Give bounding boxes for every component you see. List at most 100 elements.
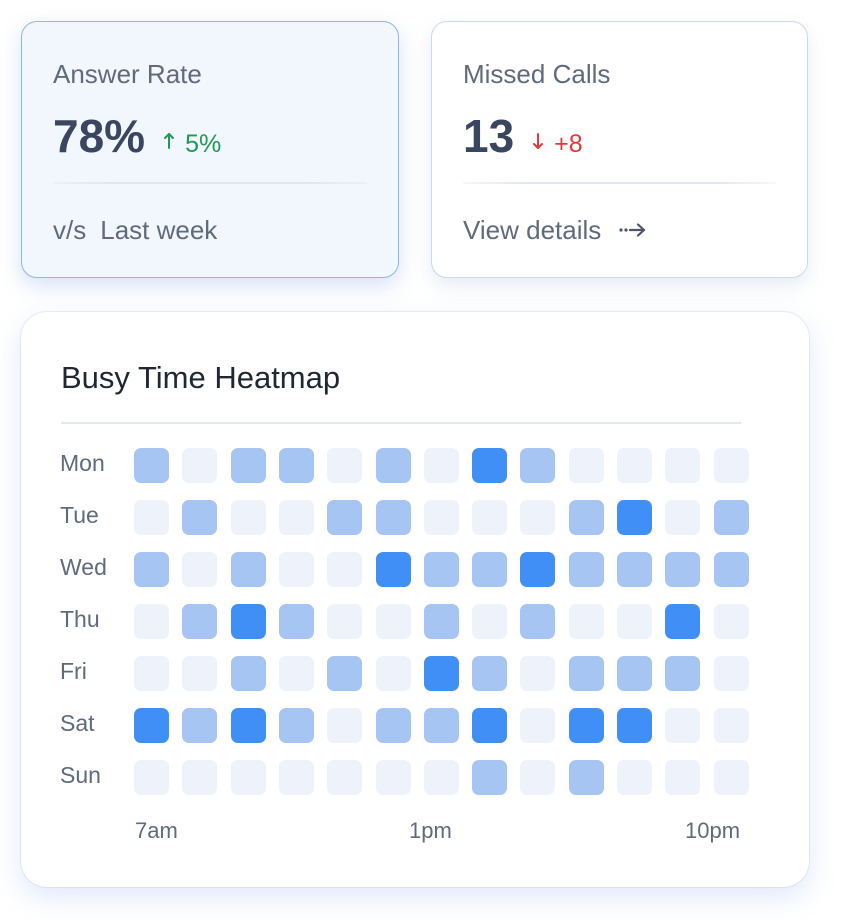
heatmap-cell-mon-1[interactable]	[134, 448, 169, 483]
heatmap-cell-thu-12[interactable]	[665, 604, 701, 639]
heatmap-cell-mon-5[interactable]	[327, 448, 363, 483]
heatmap-cell-sun-5[interactable]	[327, 760, 363, 795]
heatmap-cell-sun-8[interactable]	[472, 760, 508, 795]
heatmap-cell-wed-5[interactable]	[327, 552, 363, 587]
heatmap-cell-mon-7[interactable]	[423, 448, 459, 483]
heatmap-cell-tue-11[interactable]	[617, 500, 652, 535]
heatmap-cell-fri-2[interactable]	[182, 656, 218, 691]
heatmap-cell-mon-6[interactable]	[375, 448, 411, 483]
heatmap-cell-sat-10[interactable]	[568, 708, 604, 743]
heatmap-cell-tue-2[interactable]	[182, 500, 218, 535]
heatmap-cell-sun-11[interactable]	[617, 760, 652, 795]
heatmap-cell-thu-5[interactable]	[327, 604, 363, 639]
heatmap-cell-sat-7[interactable]	[423, 708, 459, 743]
heatmap-title: Busy Time Heatmap	[61, 360, 341, 395]
view-details-link[interactable]: View details	[463, 215, 647, 245]
heatmap-cell-sat-9[interactable]	[520, 708, 556, 743]
heatmap-cell-thu-2[interactable]	[182, 604, 218, 639]
heatmap-cell-sun-4[interactable]	[278, 760, 314, 795]
heatmap-cell-sat-1[interactable]	[134, 708, 169, 743]
heatmap-cell-tue-1[interactable]	[134, 500, 169, 535]
heatmap-cell-mon-2[interactable]	[182, 448, 218, 483]
heatmap-cell-wed-11[interactable]	[617, 552, 652, 587]
heatmap-cell-mon-4[interactable]	[278, 448, 314, 483]
heatmap-cell-fri-7[interactable]	[423, 656, 459, 691]
heatmap-cell-thu-7[interactable]	[423, 604, 459, 639]
time-label-start: 7am	[135, 818, 178, 843]
heatmap-cell-mon-12[interactable]	[665, 448, 701, 483]
heatmap-cell-tue-6[interactable]	[375, 500, 411, 535]
heatmap-cell-tue-9[interactable]	[520, 500, 556, 535]
heatmap-cell-sat-6[interactable]	[375, 708, 411, 743]
answer-rate-title: Answer Rate	[53, 59, 202, 89]
heatmap-cell-thu-3[interactable]	[230, 604, 266, 639]
heatmap-cell-tue-3[interactable]	[230, 500, 266, 535]
heatmap-cell-fri-10[interactable]	[568, 656, 604, 691]
heatmap-cell-thu-8[interactable]	[472, 604, 508, 639]
heatmap-cell-wed-3[interactable]	[230, 552, 266, 587]
heatmap-cell-sat-13[interactable]	[713, 708, 749, 743]
heatmap-cell-fri-13[interactable]	[713, 656, 749, 691]
heatmap-cell-wed-13[interactable]	[713, 552, 749, 587]
heatmap-cell-sun-12[interactable]	[665, 760, 701, 795]
heatmap-cell-wed-12[interactable]	[665, 552, 701, 587]
heatmap-cell-sun-13[interactable]	[713, 760, 749, 795]
heatmap-cell-sun-9[interactable]	[520, 760, 556, 795]
heatmap-cell-sat-11[interactable]	[617, 708, 652, 743]
heatmap-cell-tue-10[interactable]	[568, 500, 604, 535]
heatmap-cell-wed-8[interactable]	[472, 552, 508, 587]
heatmap-cell-mon-9[interactable]	[520, 448, 556, 483]
heatmap-cell-thu-10[interactable]	[568, 604, 604, 639]
heatmap-cell-fri-11[interactable]	[617, 656, 652, 691]
heatmap-cell-fri-8[interactable]	[472, 656, 508, 691]
heatmap-cell-thu-13[interactable]	[713, 604, 749, 639]
heatmap-cell-sat-8[interactable]	[472, 708, 508, 743]
heatmap-cell-sat-12[interactable]	[665, 708, 701, 743]
heatmap-cell-sun-10[interactable]	[568, 760, 604, 795]
heatmap-cell-sat-2[interactable]	[182, 708, 218, 743]
heatmap-cell-sun-7[interactable]	[423, 760, 459, 795]
heatmap-cell-mon-8[interactable]	[472, 448, 508, 483]
heatmap-cell-thu-9[interactable]	[520, 604, 556, 639]
heatmap-cell-fri-9[interactable]	[520, 656, 556, 691]
missed-calls-divider	[463, 182, 776, 184]
heatmap-cell-sat-3[interactable]	[230, 708, 266, 743]
heatmap-cell-thu-1[interactable]	[134, 604, 169, 639]
heatmap-cell-tue-5[interactable]	[327, 500, 363, 535]
busy-time-heatmap-panel: Busy Time Heatmap Mon Tue Wed Thu Fri Sa…	[21, 312, 809, 887]
heatmap-cell-mon-3[interactable]	[230, 448, 266, 483]
heatmap-cell-wed-4[interactable]	[278, 552, 314, 587]
heatmap-cell-fri-6[interactable]	[375, 656, 411, 691]
heatmap-cell-sun-2[interactable]	[182, 760, 218, 795]
comparison-period: Last week	[100, 215, 218, 245]
heatmap-cell-tue-4[interactable]	[278, 500, 314, 535]
heatmap-cell-sun-6[interactable]	[375, 760, 411, 795]
heatmap-cell-sun-3[interactable]	[230, 760, 266, 795]
heatmap-cell-wed-6[interactable]	[375, 552, 411, 587]
answer-rate-card: Answer Rate 78% 5% v/s Last week	[21, 21, 399, 278]
heatmap-cell-mon-11[interactable]	[617, 448, 652, 483]
day-label-tue: Tue	[60, 502, 99, 528]
heatmap-cell-tue-8[interactable]	[472, 500, 508, 535]
heatmap-cell-sat-4[interactable]	[278, 708, 314, 743]
heatmap-cell-thu-6[interactable]	[375, 604, 411, 639]
heatmap-cell-fri-4[interactable]	[278, 656, 314, 691]
heatmap-cell-wed-10[interactable]	[568, 552, 604, 587]
heatmap-cell-wed-7[interactable]	[423, 552, 459, 587]
heatmap-cell-sat-5[interactable]	[327, 708, 363, 743]
heatmap-cell-fri-12[interactable]	[665, 656, 701, 691]
heatmap-cell-sun-1[interactable]	[134, 760, 169, 795]
heatmap-cell-fri-3[interactable]	[230, 656, 266, 691]
heatmap-cell-fri-1[interactable]	[134, 656, 169, 691]
heatmap-cell-thu-11[interactable]	[617, 604, 652, 639]
heatmap-cell-fri-5[interactable]	[327, 656, 363, 691]
heatmap-cell-tue-12[interactable]	[665, 500, 701, 535]
heatmap-cell-mon-10[interactable]	[568, 448, 604, 483]
heatmap-cell-thu-4[interactable]	[278, 604, 314, 639]
heatmap-cell-wed-2[interactable]	[182, 552, 218, 587]
heatmap-cell-tue-7[interactable]	[423, 500, 459, 535]
heatmap-cell-wed-9[interactable]	[520, 552, 556, 587]
heatmap-cell-wed-1[interactable]	[134, 552, 169, 587]
heatmap-cell-mon-13[interactable]	[713, 448, 749, 483]
heatmap-cell-tue-13[interactable]	[713, 500, 749, 535]
